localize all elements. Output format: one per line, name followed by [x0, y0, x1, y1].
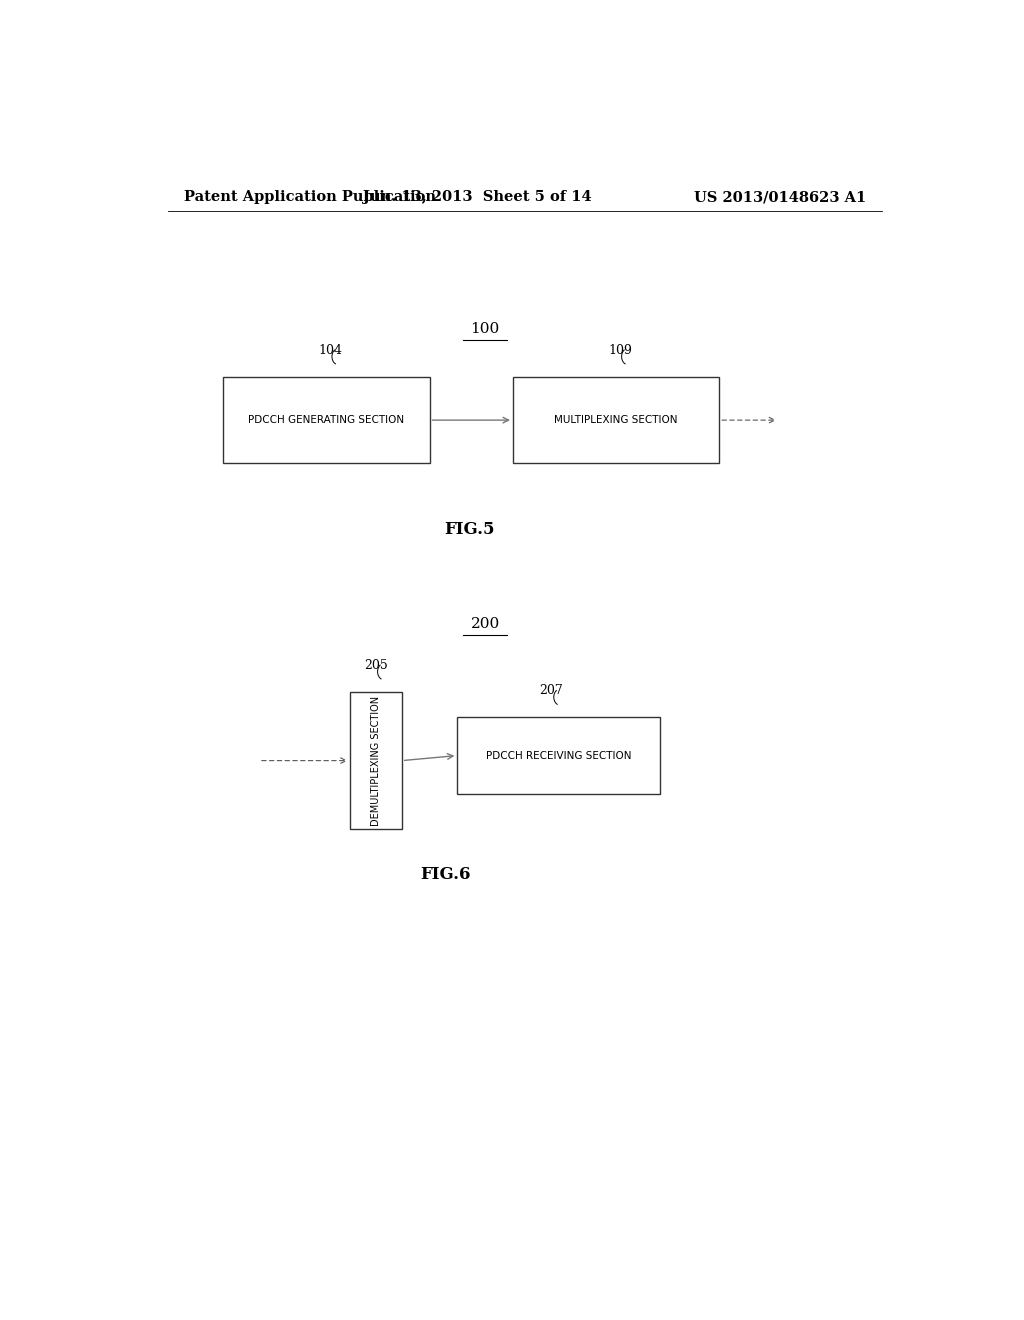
Text: 200: 200 [470, 616, 500, 631]
Bar [513, 378, 719, 463]
Text: PDCCH GENERATING SECTION: PDCCH GENERATING SECTION [249, 414, 404, 425]
Text: Patent Application Publication: Patent Application Publication [183, 190, 435, 205]
Bar [350, 692, 401, 829]
Text: Jun. 13, 2013  Sheet 5 of 14: Jun. 13, 2013 Sheet 5 of 14 [362, 190, 592, 205]
Text: US 2013/0148623 A1: US 2013/0148623 A1 [694, 190, 866, 205]
Text: FIG.6: FIG.6 [420, 866, 471, 883]
Bar [223, 378, 430, 463]
Text: 207: 207 [539, 684, 562, 697]
Text: FIG.5: FIG.5 [444, 521, 495, 537]
Text: PDCCH RECEIVING SECTION: PDCCH RECEIVING SECTION [485, 751, 631, 760]
Text: 205: 205 [365, 659, 388, 672]
Text: 104: 104 [318, 343, 342, 356]
Text: 109: 109 [608, 343, 632, 356]
Bar [458, 718, 659, 793]
Text: DEMULTIPLEXING SECTION: DEMULTIPLEXING SECTION [371, 696, 381, 826]
Text: MULTIPLEXING SECTION: MULTIPLEXING SECTION [554, 414, 678, 425]
Text: 100: 100 [470, 322, 500, 337]
